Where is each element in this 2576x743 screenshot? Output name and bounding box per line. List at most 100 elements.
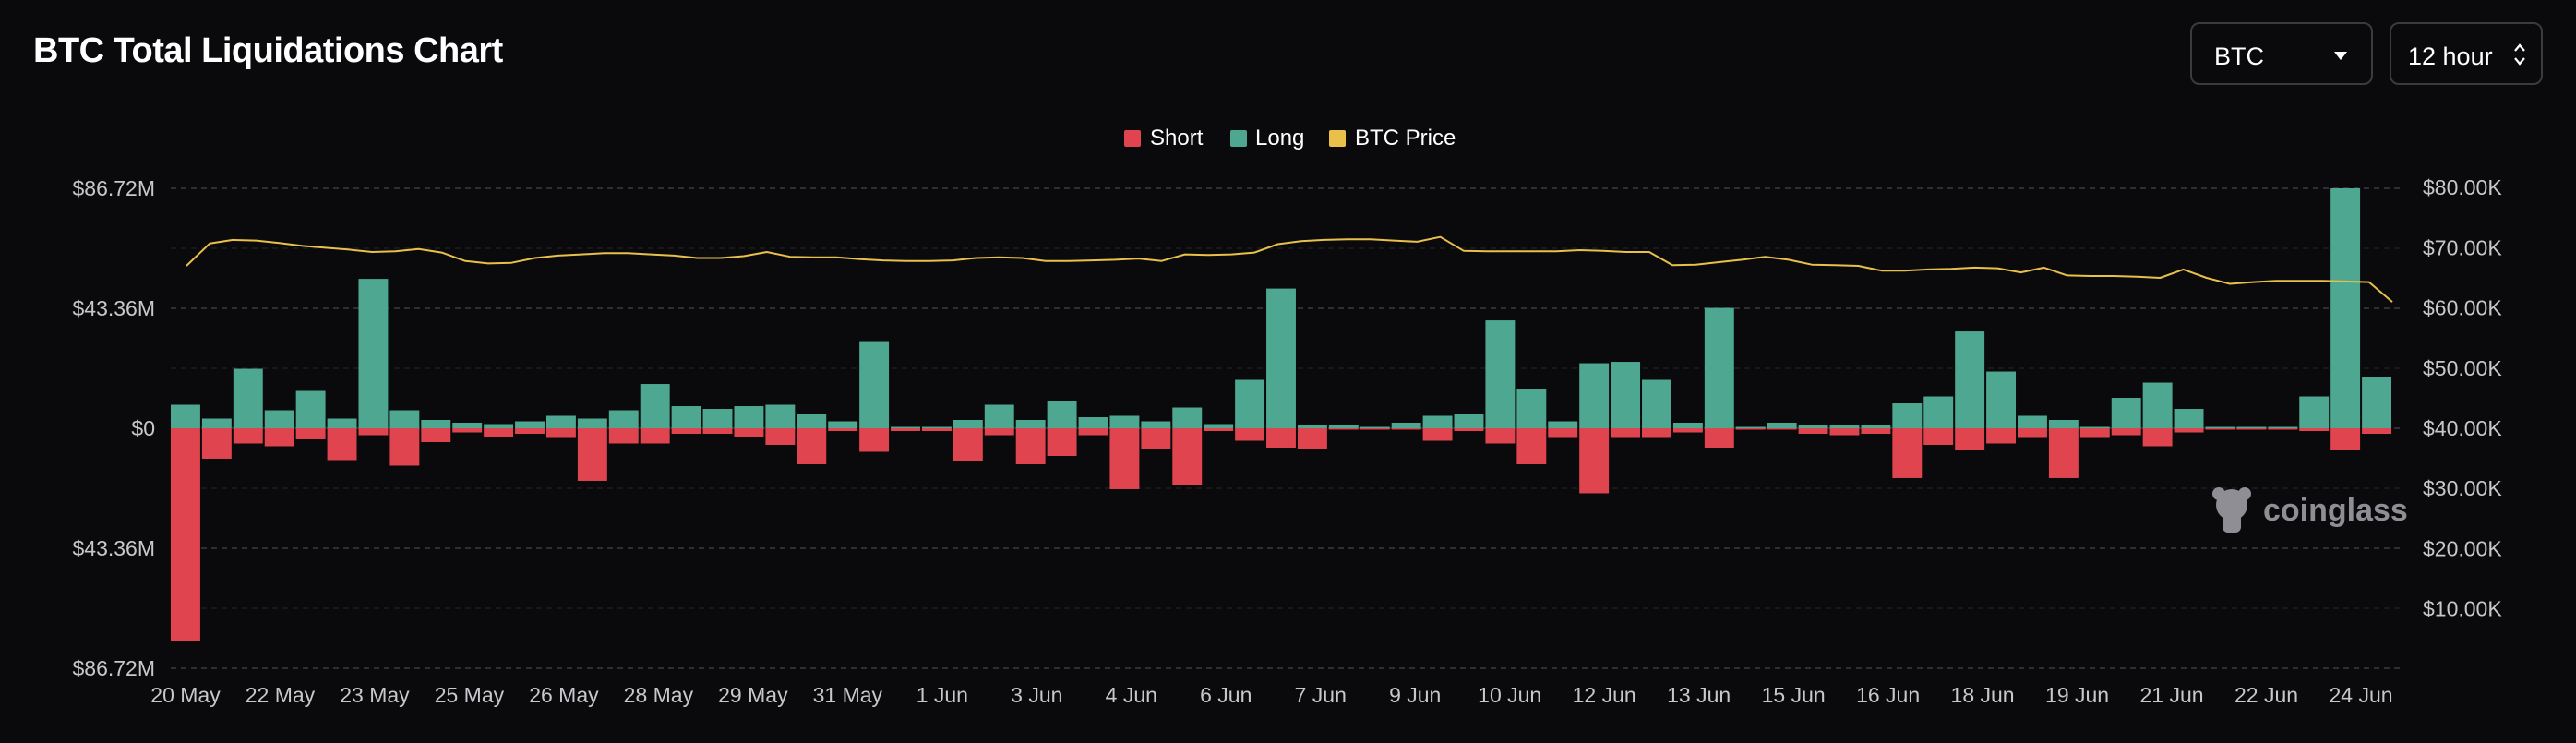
long-bar[interactable] [702, 409, 733, 428]
long-bar[interactable] [1672, 423, 1703, 428]
short-bar[interactable] [358, 428, 389, 436]
short-bar[interactable] [608, 428, 639, 444]
short-bar[interactable] [264, 428, 294, 447]
short-bar[interactable] [545, 428, 576, 438]
short-bar[interactable] [2236, 428, 2267, 430]
long-bar[interactable] [421, 420, 451, 428]
short-bar[interactable] [1642, 428, 1671, 438]
short-bar[interactable] [171, 428, 200, 641]
short-bar[interactable] [1955, 428, 1985, 450]
long-bar[interactable] [2268, 426, 2298, 428]
long-bar[interactable] [358, 279, 389, 428]
short-bar[interactable] [1297, 428, 1327, 449]
long-bar[interactable] [1829, 425, 1860, 428]
short-bar[interactable] [1986, 428, 2017, 444]
coin-select[interactable]: BTC [2190, 22, 2373, 85]
long-bar[interactable] [2330, 188, 2361, 428]
short-bar[interactable] [327, 428, 357, 461]
long-bar[interactable] [953, 420, 983, 428]
short-bar[interactable] [1485, 428, 1516, 444]
short-bar[interactable] [2142, 428, 2173, 447]
long-bar[interactable] [1047, 401, 1077, 428]
short-bar[interactable] [828, 428, 858, 431]
long-bar[interactable] [2174, 409, 2204, 428]
long-bar[interactable] [1923, 396, 1954, 428]
short-bar[interactable] [1047, 428, 1077, 456]
long-bar[interactable] [765, 404, 796, 428]
long-bar[interactable] [2236, 426, 2267, 428]
long-bar[interactable] [1767, 423, 1797, 428]
short-bar[interactable] [1015, 428, 1046, 464]
long-bar[interactable] [1798, 425, 1828, 428]
short-bar[interactable] [891, 428, 920, 431]
long-bar[interactable] [2111, 398, 2141, 428]
short-bar[interactable] [921, 428, 952, 431]
long-bar[interactable] [1172, 407, 1203, 428]
short-bar[interactable] [953, 428, 983, 461]
short-bar[interactable] [421, 428, 451, 442]
short-bar[interactable] [1235, 428, 1265, 441]
long-bar[interactable] [515, 421, 545, 428]
short-bar[interactable] [1798, 428, 1828, 434]
long-bar[interactable] [1422, 415, 1453, 428]
long-bar[interactable] [2079, 426, 2110, 428]
long-bar[interactable] [797, 414, 827, 428]
short-bar[interactable] [1516, 428, 1547, 464]
short-bar[interactable] [859, 428, 890, 452]
short-bar[interactable] [484, 428, 514, 437]
short-bar[interactable] [1704, 428, 1734, 448]
long-bar[interactable] [1735, 426, 1766, 428]
long-bar[interactable] [327, 418, 357, 428]
short-bar[interactable] [1422, 428, 1453, 441]
short-bar[interactable] [1579, 428, 1610, 494]
long-bar[interactable] [233, 368, 263, 428]
short-bar[interactable] [2299, 428, 2330, 431]
legend-label-long[interactable]: Long [1255, 126, 1304, 150]
long-bar[interactable] [2142, 382, 2173, 428]
short-bar[interactable] [1611, 428, 1641, 438]
short-bar[interactable] [1735, 428, 1766, 430]
short-bar[interactable] [1109, 428, 1140, 489]
short-bar[interactable] [797, 428, 827, 464]
short-bar[interactable] [1328, 428, 1359, 430]
long-bar[interactable] [264, 410, 294, 428]
long-bar[interactable] [984, 404, 1014, 428]
short-bar[interactable] [1391, 428, 1421, 430]
long-bar[interactable] [1516, 389, 1547, 428]
short-bar[interactable] [515, 428, 545, 434]
short-bar[interactable] [671, 428, 701, 434]
short-bar[interactable] [1204, 428, 1234, 431]
legend-label-price[interactable]: BTC Price [1355, 126, 1456, 150]
long-bar[interactable] [1986, 371, 2017, 428]
short-bar[interactable] [2018, 428, 2047, 438]
short-bar[interactable] [1454, 428, 1484, 431]
long-bar[interactable] [452, 423, 483, 428]
short-bar[interactable] [1548, 428, 1578, 438]
short-bar[interactable] [2111, 428, 2141, 436]
short-bar[interactable] [295, 428, 326, 439]
long-bar[interactable] [1548, 421, 1578, 428]
short-bar[interactable] [1360, 428, 1390, 430]
legend-label-short[interactable]: Short [1150, 126, 1204, 150]
long-bar[interactable] [1328, 425, 1359, 428]
long-bar[interactable] [389, 410, 420, 428]
long-bar[interactable] [1266, 288, 1296, 428]
long-bar[interactable] [828, 421, 858, 428]
short-bar[interactable] [2362, 428, 2391, 434]
long-bar[interactable] [2018, 415, 2047, 428]
short-bar[interactable] [1861, 428, 1891, 434]
short-bar[interactable] [2174, 428, 2204, 433]
interval-select[interactable]: 12 hour [2390, 22, 2543, 85]
long-bar[interactable] [577, 418, 607, 428]
long-bar[interactable] [2299, 396, 2330, 428]
short-bar[interactable] [734, 428, 764, 437]
short-bar[interactable] [1141, 428, 1171, 449]
long-bar[interactable] [1579, 363, 1610, 428]
short-bar[interactable] [452, 428, 483, 433]
long-bar[interactable] [1391, 423, 1421, 428]
btc-price-line[interactable] [186, 235, 2393, 303]
short-bar[interactable] [201, 428, 232, 459]
short-bar[interactable] [1266, 428, 1296, 448]
long-bar[interactable] [171, 404, 200, 428]
short-bar[interactable] [765, 428, 796, 445]
